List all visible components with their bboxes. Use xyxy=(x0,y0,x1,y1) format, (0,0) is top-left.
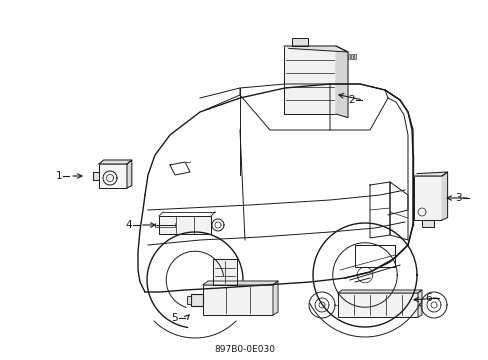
Polygon shape xyxy=(272,281,278,315)
Text: 5: 5 xyxy=(171,313,178,323)
Polygon shape xyxy=(203,281,278,285)
Bar xyxy=(347,54,349,59)
Bar xyxy=(191,294,203,306)
Bar xyxy=(213,259,237,285)
Bar xyxy=(353,54,355,59)
Text: 6: 6 xyxy=(425,293,431,303)
Polygon shape xyxy=(335,46,347,118)
Bar xyxy=(350,54,352,59)
Bar xyxy=(291,38,307,46)
Polygon shape xyxy=(337,290,421,293)
Bar xyxy=(413,176,441,220)
Polygon shape xyxy=(417,290,421,317)
Text: 1: 1 xyxy=(55,171,62,181)
Polygon shape xyxy=(441,172,447,220)
Bar xyxy=(93,172,99,180)
Bar xyxy=(99,164,127,188)
Text: 2: 2 xyxy=(347,95,354,105)
Polygon shape xyxy=(99,160,132,164)
Text: 4: 4 xyxy=(125,220,132,230)
Bar xyxy=(186,296,191,304)
Polygon shape xyxy=(284,46,347,52)
Bar xyxy=(159,216,210,234)
Polygon shape xyxy=(413,172,447,176)
Text: 3: 3 xyxy=(454,193,461,203)
Bar xyxy=(203,285,272,315)
Bar xyxy=(337,293,417,317)
Bar xyxy=(354,245,394,267)
Bar xyxy=(284,46,335,114)
Bar xyxy=(421,220,433,227)
Text: 897B0-0E030: 897B0-0E030 xyxy=(214,346,274,355)
Polygon shape xyxy=(127,160,132,188)
